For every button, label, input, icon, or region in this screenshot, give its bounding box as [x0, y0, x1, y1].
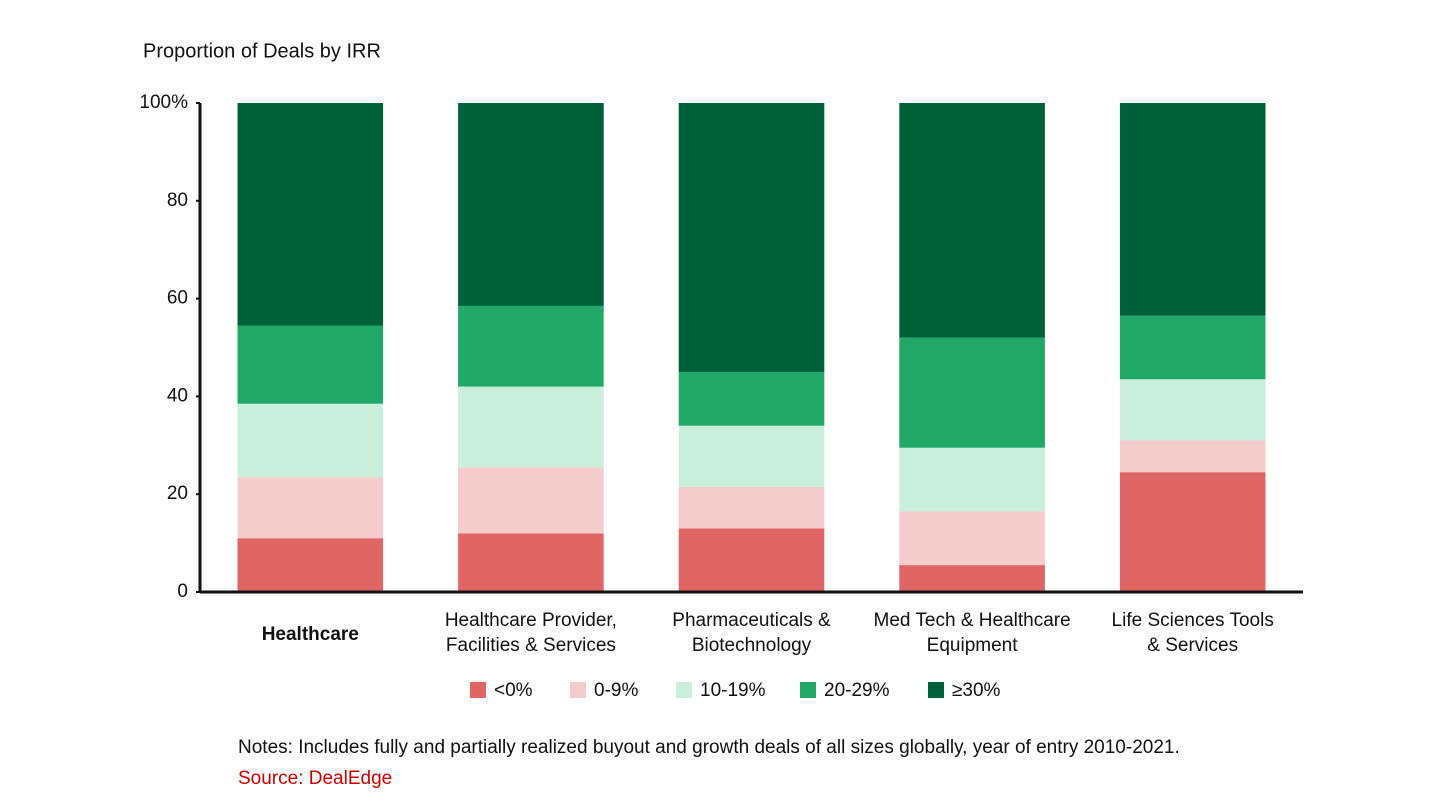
source: Source: DealEdge	[238, 768, 392, 789]
bar-segment	[458, 305, 604, 387]
bar-segment	[458, 467, 604, 534]
bar-segment	[237, 103, 384, 326]
x-tick-label: Healthcare Provider, Facilities & Servic…	[444, 610, 617, 656]
x-tick-label: Med Tech & Healthcare Equipment	[873, 610, 1071, 656]
bar-segment	[678, 528, 825, 592]
legend-swatch	[800, 682, 816, 698]
y-tick-label: 80	[167, 190, 188, 211]
bar-segment	[237, 325, 384, 404]
bar-segment	[678, 103, 825, 372]
bar-segment	[1119, 379, 1266, 441]
x-tick-label: Healthcare	[261, 624, 359, 645]
legend-label: <0%	[494, 680, 533, 701]
y-tick-label: 100%	[139, 92, 188, 113]
legend-label: 10-19%	[700, 680, 766, 701]
bar-segment	[899, 337, 1045, 448]
legend-label: ≥30%	[952, 680, 1001, 701]
legend-swatch	[570, 682, 586, 698]
y-tick-label: 20	[167, 483, 188, 504]
bar-segment	[1119, 472, 1266, 592]
bar-segment	[1119, 103, 1266, 316]
bar-segment	[237, 538, 384, 592]
y-tick-label: 0	[177, 581, 188, 602]
bar-segment	[899, 447, 1045, 512]
legend-label: 20-29%	[824, 680, 890, 701]
x-tick-label: Life Sciences Tools & Services	[1111, 610, 1274, 656]
bar-segment	[899, 511, 1045, 566]
bar-segment	[458, 103, 604, 306]
legend-swatch	[676, 682, 692, 698]
notes: Notes: Includes fully and partially real…	[238, 737, 1180, 758]
bar-segment	[458, 386, 604, 468]
bar-segment	[678, 371, 825, 426]
bar-segment	[237, 477, 384, 539]
legend-swatch	[928, 682, 944, 698]
legend-label: 0-9%	[594, 680, 638, 701]
bar-segment	[237, 403, 384, 478]
chart-title: Proportion of Deals by IRR	[143, 40, 381, 62]
bar-segment	[899, 565, 1045, 592]
bar-segment	[899, 103, 1045, 338]
bar-segment	[678, 486, 825, 529]
y-tick-label: 40	[167, 385, 188, 406]
bar-segment	[1119, 315, 1266, 380]
x-tick-label: Pharmaceuticals & Biotechnology	[672, 610, 831, 656]
bar-segment	[678, 425, 825, 487]
bar-segment	[1119, 440, 1266, 473]
y-tick-label: 60	[167, 288, 188, 309]
bar-segment	[458, 533, 604, 592]
legend-swatch	[470, 682, 486, 698]
